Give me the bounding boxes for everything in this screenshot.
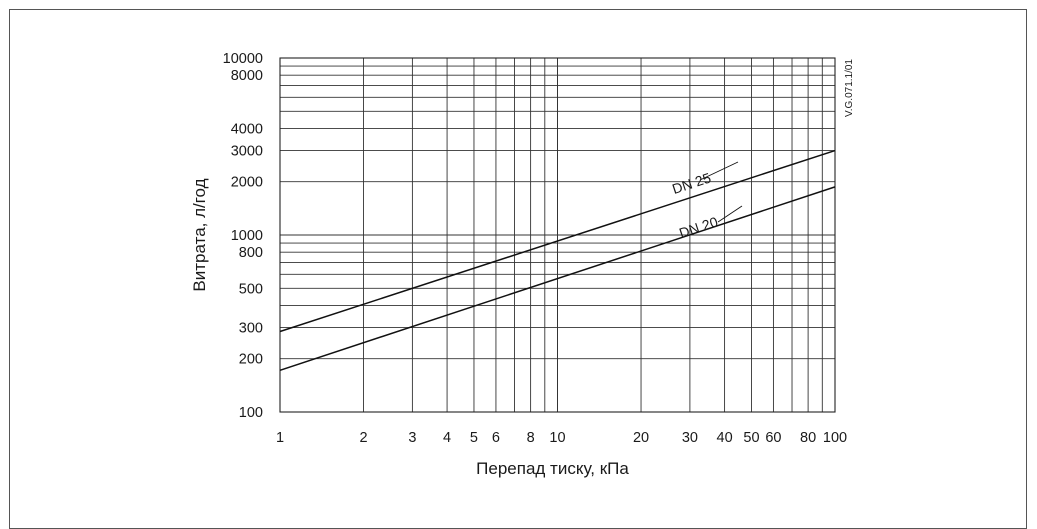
x-tick-label: 2 bbox=[359, 430, 367, 446]
x-tick-label: 80 bbox=[800, 430, 816, 446]
plot-area-border bbox=[279, 57, 836, 413]
y-tick-label: 3000 bbox=[231, 144, 263, 160]
series-leader-dn-20 bbox=[717, 205, 743, 223]
x-tick-label: 20 bbox=[633, 430, 649, 446]
x-tick-label: 30 bbox=[682, 430, 698, 446]
x-tick-label: 50 bbox=[743, 430, 759, 446]
y-tick-label: 500 bbox=[239, 281, 263, 297]
series-line-dn-20 bbox=[279, 186, 836, 372]
x-tick-label: 4 bbox=[443, 430, 451, 446]
x-tick-label: 8 bbox=[527, 430, 535, 446]
series-line-dn-25 bbox=[279, 149, 836, 333]
y-tick-label: 2000 bbox=[231, 175, 263, 191]
x-tick-labels: 1 2 3 4 5 6 8 10 20 30 40 50 60 80 100 bbox=[276, 430, 847, 446]
x-tick-label: 5 bbox=[470, 430, 478, 446]
x-tick-label: 10 bbox=[549, 430, 565, 446]
x-axis-title: Перепад тиску, кПа bbox=[476, 459, 629, 478]
x-tick-label: 1 bbox=[276, 430, 284, 446]
y-axis-title: Витрата, л/год bbox=[190, 178, 209, 291]
x-tick-label: 3 bbox=[408, 430, 416, 446]
y-tick-label: 4000 bbox=[231, 121, 263, 137]
y-tick-label: 10000 bbox=[223, 51, 263, 67]
x-tick-label: 100 bbox=[823, 430, 847, 446]
figure-code: V.G.071.1/01 bbox=[844, 59, 855, 117]
x-tick-label: 6 bbox=[492, 430, 500, 446]
y-tick-label: 1000 bbox=[231, 228, 263, 244]
y-tick-label: 300 bbox=[239, 321, 263, 337]
y-tick-label: 8000 bbox=[231, 68, 263, 84]
plot-border bbox=[279, 57, 836, 413]
y-tick-label: 100 bbox=[239, 405, 263, 421]
x-tick-label: 60 bbox=[765, 430, 781, 446]
x-tick-label: 40 bbox=[717, 430, 733, 446]
series-label-dn-20: DN 20 bbox=[677, 213, 720, 241]
y-tick-label: 200 bbox=[239, 352, 263, 368]
vertical-gridlines bbox=[279, 58, 836, 412]
y-tick-label: 800 bbox=[239, 245, 263, 261]
series-leader-dn-25 bbox=[699, 161, 739, 181]
